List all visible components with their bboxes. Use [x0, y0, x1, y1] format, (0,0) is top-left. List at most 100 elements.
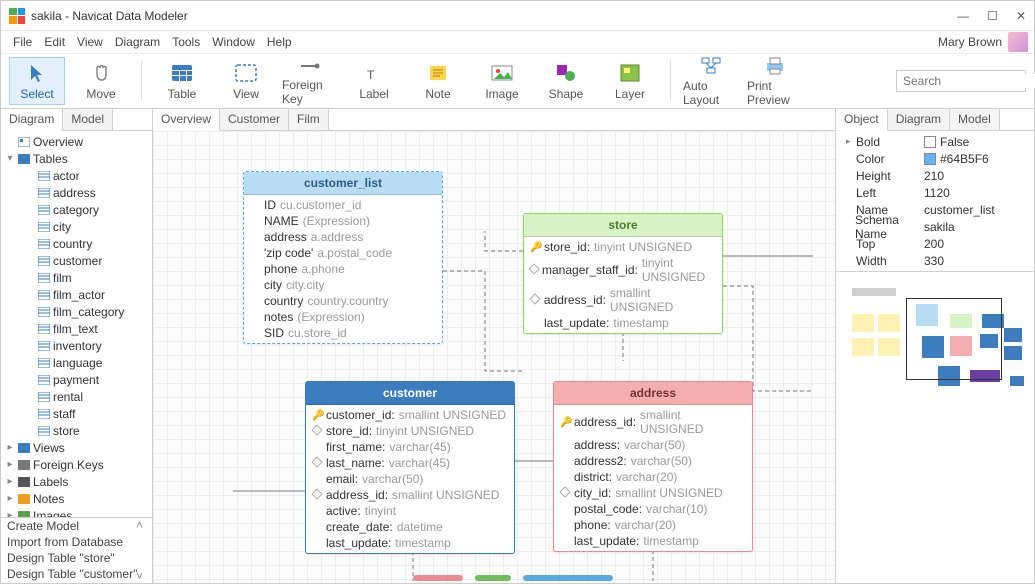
- tree-table-film_actor[interactable]: film_actor: [1, 286, 152, 303]
- toolbar-view[interactable]: View: [218, 57, 274, 105]
- tree-table-country[interactable]: country: [1, 235, 152, 252]
- scroll-up-icon[interactable]: ˄: [136, 518, 152, 532]
- tab-diagram[interactable]: Diagram: [1, 109, 63, 131]
- tree-table-film[interactable]: film: [1, 269, 152, 286]
- tree-notes[interactable]: ▸Notes: [1, 490, 152, 507]
- field-row[interactable]: last_update: timestamp: [524, 315, 722, 331]
- toolbar-table[interactable]: Table: [154, 57, 210, 105]
- toolbar-move[interactable]: Move: [73, 57, 129, 105]
- tree-table-payment[interactable]: payment: [1, 371, 152, 388]
- close-button[interactable]: ✕: [1016, 9, 1026, 23]
- tree-overview[interactable]: Overview: [1, 133, 152, 150]
- toolbar-select[interactable]: Select: [9, 57, 65, 105]
- field-row[interactable]: address_id: smallint UNSIGNED: [524, 285, 722, 315]
- prop-row-left[interactable]: Left1120: [836, 184, 1034, 201]
- field-row[interactable]: notes (Expression): [244, 309, 442, 325]
- toolbar-shape[interactable]: Shape: [538, 57, 594, 105]
- prop-row-height[interactable]: Height210: [836, 167, 1034, 184]
- field-row[interactable]: 🔑customer_id: smallint UNSIGNED: [306, 407, 514, 423]
- field-row[interactable]: NAME (Expression): [244, 213, 442, 229]
- toolbar-layer[interactable]: Layer: [602, 57, 658, 105]
- menu-help[interactable]: Help: [261, 33, 298, 51]
- field-row[interactable]: 🔑address_id: smallint UNSIGNED: [554, 407, 752, 437]
- tree-table-city[interactable]: city: [1, 218, 152, 235]
- field-row[interactable]: city_id: smallint UNSIGNED: [554, 485, 752, 501]
- toolbar-auto-layout[interactable]: Auto Layout: [683, 57, 739, 105]
- search-input[interactable]: [903, 74, 1035, 88]
- menu-tools[interactable]: Tools: [166, 33, 206, 51]
- entity-header[interactable]: store: [524, 214, 722, 237]
- entity-customer_list[interactable]: customer_listID cu.customer_idNAME (Expr…: [243, 171, 443, 344]
- user-avatar[interactable]: [1008, 32, 1028, 52]
- tree-table-store[interactable]: store: [1, 422, 152, 439]
- field-row[interactable]: last_name: varchar(45): [306, 455, 514, 471]
- search-box[interactable]: [896, 70, 1026, 92]
- tree-foreign-keys[interactable]: ▸Foreign Keys: [1, 456, 152, 473]
- tree-table-film_category[interactable]: film_category: [1, 303, 152, 320]
- tree-table-address[interactable]: address: [1, 184, 152, 201]
- field-row[interactable]: 🔑store_id: tinyint UNSIGNED: [524, 239, 722, 255]
- menu-window[interactable]: Window: [206, 33, 261, 51]
- field-row[interactable]: city city.city: [244, 277, 442, 293]
- tab-customer[interactable]: Customer: [220, 109, 289, 130]
- toolbar-note[interactable]: Note: [410, 57, 466, 105]
- entity-store[interactable]: store 🔑store_id: tinyint UNSIGNEDmanager_…: [523, 213, 723, 334]
- prop-row-color[interactable]: Color#64B5F6: [836, 150, 1034, 167]
- tree-table-staff[interactable]: staff: [1, 405, 152, 422]
- toolbar-print-preview[interactable]: Print Preview: [747, 57, 803, 105]
- tree-labels[interactable]: ▸Labels: [1, 473, 152, 490]
- tab-diagram[interactable]: Diagram: [888, 109, 950, 130]
- properties-grid[interactable]: ▸BoldFalseColor#64B5F6Height210Left1120N…: [836, 131, 1034, 271]
- field-row[interactable]: address: varchar(50): [554, 437, 752, 453]
- field-row[interactable]: phone a.phone: [244, 261, 442, 277]
- tab-overview[interactable]: Overview: [153, 109, 220, 131]
- tree-tables[interactable]: ▾Tables: [1, 150, 152, 167]
- field-row[interactable]: postal_code: varchar(10): [554, 501, 752, 517]
- field-row[interactable]: last_update: timestamp: [306, 535, 514, 551]
- history-item[interactable]: Design Table "store": [1, 550, 152, 566]
- entity-header[interactable]: address: [554, 382, 752, 405]
- tree-views[interactable]: ▸Views: [1, 439, 152, 456]
- canvas-scrollbar[interactable]: [153, 573, 835, 583]
- prop-row-top[interactable]: Top200: [836, 235, 1034, 252]
- field-row[interactable]: address a.address: [244, 229, 442, 245]
- menu-diagram[interactable]: Diagram: [109, 33, 166, 51]
- tree-images[interactable]: ▸Images: [1, 507, 152, 517]
- prop-row-bold[interactable]: ▸BoldFalse: [836, 133, 1034, 150]
- toolbar-label[interactable]: TLabel: [346, 57, 402, 105]
- field-row[interactable]: address_id: smallint UNSIGNED: [306, 487, 514, 503]
- minimize-button[interactable]: —: [957, 9, 969, 23]
- field-row[interactable]: 'zip code' a.postal_code: [244, 245, 442, 261]
- diagram-canvas[interactable]: customer_listID cu.customer_idNAME (Expr…: [153, 131, 835, 583]
- field-row[interactable]: first_name: varchar(45): [306, 439, 514, 455]
- field-row[interactable]: ID cu.customer_id: [244, 197, 442, 213]
- menu-file[interactable]: File: [7, 33, 38, 51]
- tab-film[interactable]: Film: [289, 109, 329, 130]
- scroll-down-icon[interactable]: ˅: [136, 569, 152, 583]
- entity-address[interactable]: address🔑address_id: smallint UNSIGNEDadd…: [553, 381, 753, 552]
- field-row[interactable]: country country.country: [244, 293, 442, 309]
- tree-table-film_text[interactable]: film_text: [1, 320, 152, 337]
- tree-table-rental[interactable]: rental: [1, 388, 152, 405]
- history-item[interactable]: Create Model: [1, 518, 152, 534]
- history-item[interactable]: Import from Database: [1, 534, 152, 550]
- field-row[interactable]: address2: varchar(50): [554, 453, 752, 469]
- field-row[interactable]: last_update: timestamp: [554, 533, 752, 549]
- object-tree[interactable]: Overview▾Tablesactoraddresscategorycityc…: [1, 131, 152, 517]
- field-row[interactable]: district: varchar(20): [554, 469, 752, 485]
- prop-row-width[interactable]: Width330: [836, 252, 1034, 269]
- field-row[interactable]: email: varchar(50): [306, 471, 514, 487]
- tree-table-category[interactable]: category: [1, 201, 152, 218]
- entity-header[interactable]: customer: [306, 382, 514, 405]
- entity-customer[interactable]: customer🔑customer_id: smallint UNSIGNEDs…: [305, 381, 515, 554]
- toolbar-image[interactable]: Image: [474, 57, 530, 105]
- tree-table-inventory[interactable]: inventory: [1, 337, 152, 354]
- tab-model[interactable]: Model: [63, 109, 113, 130]
- field-row[interactable]: SID cu.store_id: [244, 325, 442, 341]
- field-row[interactable]: manager_staff_id: tinyint UNSIGNED: [524, 255, 722, 285]
- minimap[interactable]: [836, 271, 1034, 583]
- menu-edit[interactable]: Edit: [38, 33, 71, 51]
- field-row[interactable]: active: tinyint: [306, 503, 514, 519]
- field-row[interactable]: phone: varchar(20): [554, 517, 752, 533]
- history-list[interactable]: ˄ ˅ Create ModelImport from DatabaseDesig…: [1, 517, 152, 583]
